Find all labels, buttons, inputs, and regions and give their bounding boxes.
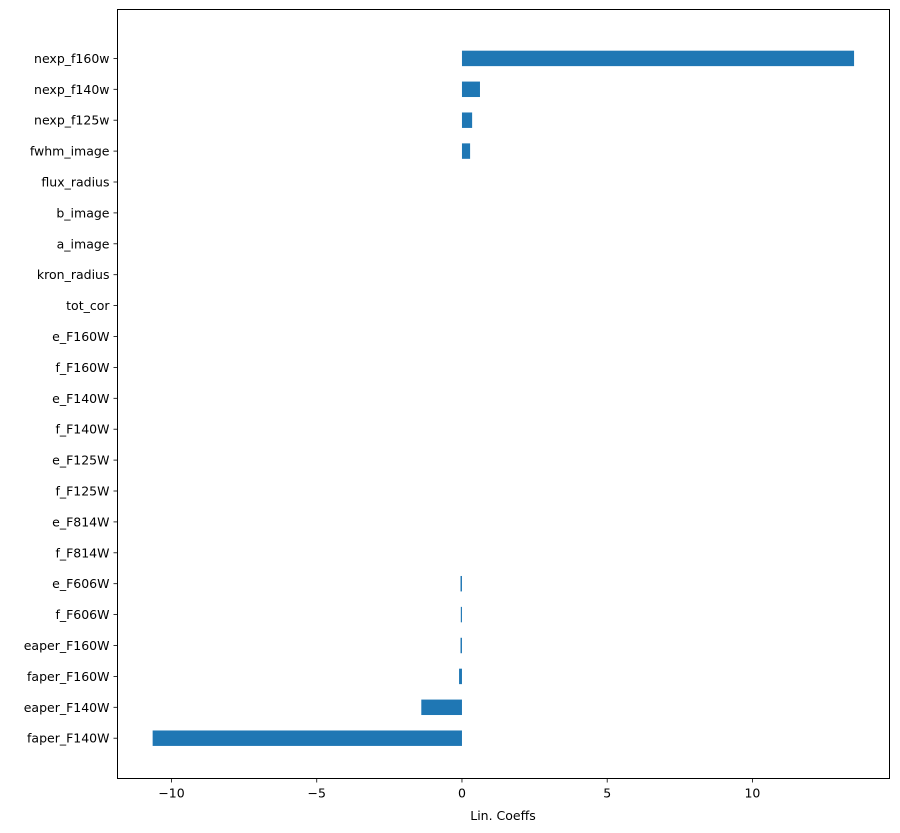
- bar-faper_F140W: [152, 730, 462, 746]
- y-tick-label: fwhm_image: [30, 144, 110, 159]
- y-tick-label: f_F814W: [55, 545, 109, 560]
- y-tick-label: b_image: [56, 205, 109, 220]
- x-tick-label: −10: [158, 786, 184, 801]
- bars-group: [152, 50, 855, 746]
- y-tick-label: f_F606W: [55, 607, 109, 622]
- y-tick-label: a_image: [57, 236, 110, 251]
- plot-frame: [117, 9, 890, 779]
- bar-faper_F160W: [459, 668, 462, 685]
- y-tick-label: kron_radius: [37, 267, 110, 282]
- y-tick-label: tot_cor: [66, 298, 110, 313]
- y-tick-label: e_F125W: [52, 453, 109, 468]
- bar-eaper_F140W: [421, 699, 462, 716]
- y-tick-label: nexp_f125w: [34, 113, 109, 128]
- y-tick-label: f_F160W: [55, 360, 109, 375]
- y-tick-label: e_F606W: [52, 576, 109, 591]
- x-tick-label: 10: [744, 786, 760, 801]
- y-axis-ticks: faper_F140W eaper_F140W faper_F160W eaper_F…: [24, 51, 118, 746]
- x-axis-label: Lin. Coeffs: [470, 808, 536, 823]
- x-tick-label: 0: [458, 786, 466, 801]
- x-tick-label: −5: [308, 786, 326, 801]
- y-tick-label: f_F125W: [55, 484, 109, 499]
- y-tick-label: eaper_F140W: [24, 700, 110, 715]
- bar-f_F606W: [460, 606, 462, 623]
- x-tick-label: 5: [603, 786, 611, 801]
- y-tick-label: faper_F160W: [27, 669, 109, 684]
- y-tick-label: flux_radius: [41, 175, 109, 190]
- y-tick-label: nexp_f140w: [34, 82, 109, 97]
- bar-eaper_F160W: [460, 637, 462, 654]
- y-tick-label: eaper_F160W: [24, 638, 110, 653]
- bar-nexp_f140w: [461, 81, 480, 98]
- bar-nexp_f125w: [461, 112, 473, 128]
- y-tick-label: e_F160W: [52, 329, 109, 344]
- y-tick-label: e_F140W: [52, 391, 109, 406]
- y-tick-label: faper_F140W: [27, 731, 109, 746]
- y-tick-label: e_F814W: [52, 514, 109, 529]
- bar-fwhm_image: [461, 143, 471, 159]
- bar-e_F606W: [460, 575, 462, 592]
- y-tick-label: nexp_f160w: [34, 51, 109, 66]
- x-axis-ticks: −10 −5 0 5 10: [158, 778, 760, 801]
- bar-nexp_f160w: [461, 50, 855, 67]
- y-tick-label: f_F140W: [55, 422, 109, 437]
